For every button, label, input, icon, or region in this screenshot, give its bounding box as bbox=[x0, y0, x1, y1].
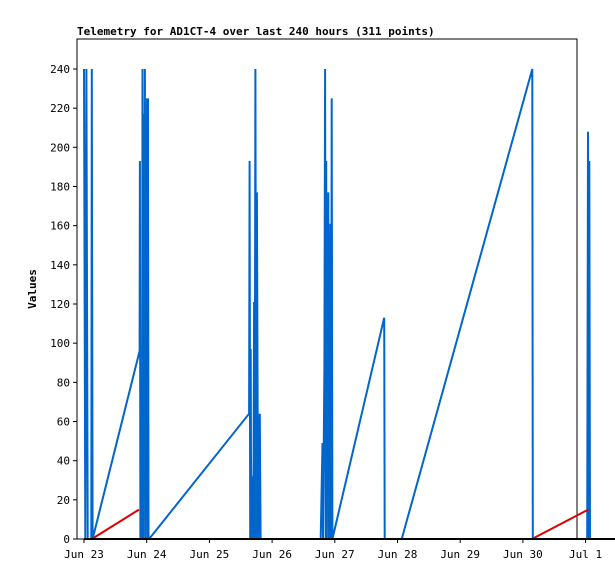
x-tick-label: Jun 28 bbox=[378, 548, 418, 561]
y-axis: 0 20 40 60 80 100 120 140 160 180 200 220 240 bbox=[50, 63, 77, 546]
x-tick-label: Jul 1 bbox=[569, 548, 602, 561]
y-tick-label: 240 bbox=[50, 63, 70, 76]
x-tick-label: Jun 29 bbox=[440, 548, 480, 561]
x-axis: Jun 23 Jun 24 Jun 25 Jun 26 Jun 27 Jun 28 Jun … bbox=[64, 539, 602, 561]
y-tick-label: 80 bbox=[57, 376, 70, 389]
series-line-2 bbox=[91, 508, 140, 540]
y-tick-label: 200 bbox=[50, 141, 70, 154]
x-tick-label: Jun 23 bbox=[64, 548, 104, 561]
y-tick-label: 0 bbox=[63, 533, 70, 546]
y-tick-label: 100 bbox=[50, 337, 70, 350]
y-tick-label: 20 bbox=[57, 494, 70, 507]
y-tick-label: 180 bbox=[50, 181, 70, 194]
y-tick-label: 160 bbox=[50, 220, 70, 233]
y-axis-label: Values bbox=[26, 269, 39, 309]
x-tick-label: Jun 27 bbox=[315, 548, 355, 561]
x-tick-label: Jun 30 bbox=[503, 548, 543, 561]
x-tick-label: Jun 24 bbox=[127, 548, 167, 561]
chart-title: Telemetry for AD1CT-4 over last 240 hour… bbox=[77, 25, 435, 38]
series-layer bbox=[83, 68, 615, 540]
y-tick-label: 120 bbox=[50, 298, 70, 311]
y-tick-label: 40 bbox=[57, 455, 70, 468]
series-line-1 bbox=[83, 68, 591, 540]
y-tick-label: 220 bbox=[50, 102, 70, 115]
x-tick-label: Jun 25 bbox=[190, 548, 230, 561]
x-tick-label: Jun 26 bbox=[252, 548, 292, 561]
y-tick-label: 140 bbox=[50, 259, 70, 272]
y-tick-label: 60 bbox=[57, 416, 70, 429]
series-line-3 bbox=[531, 508, 589, 540]
